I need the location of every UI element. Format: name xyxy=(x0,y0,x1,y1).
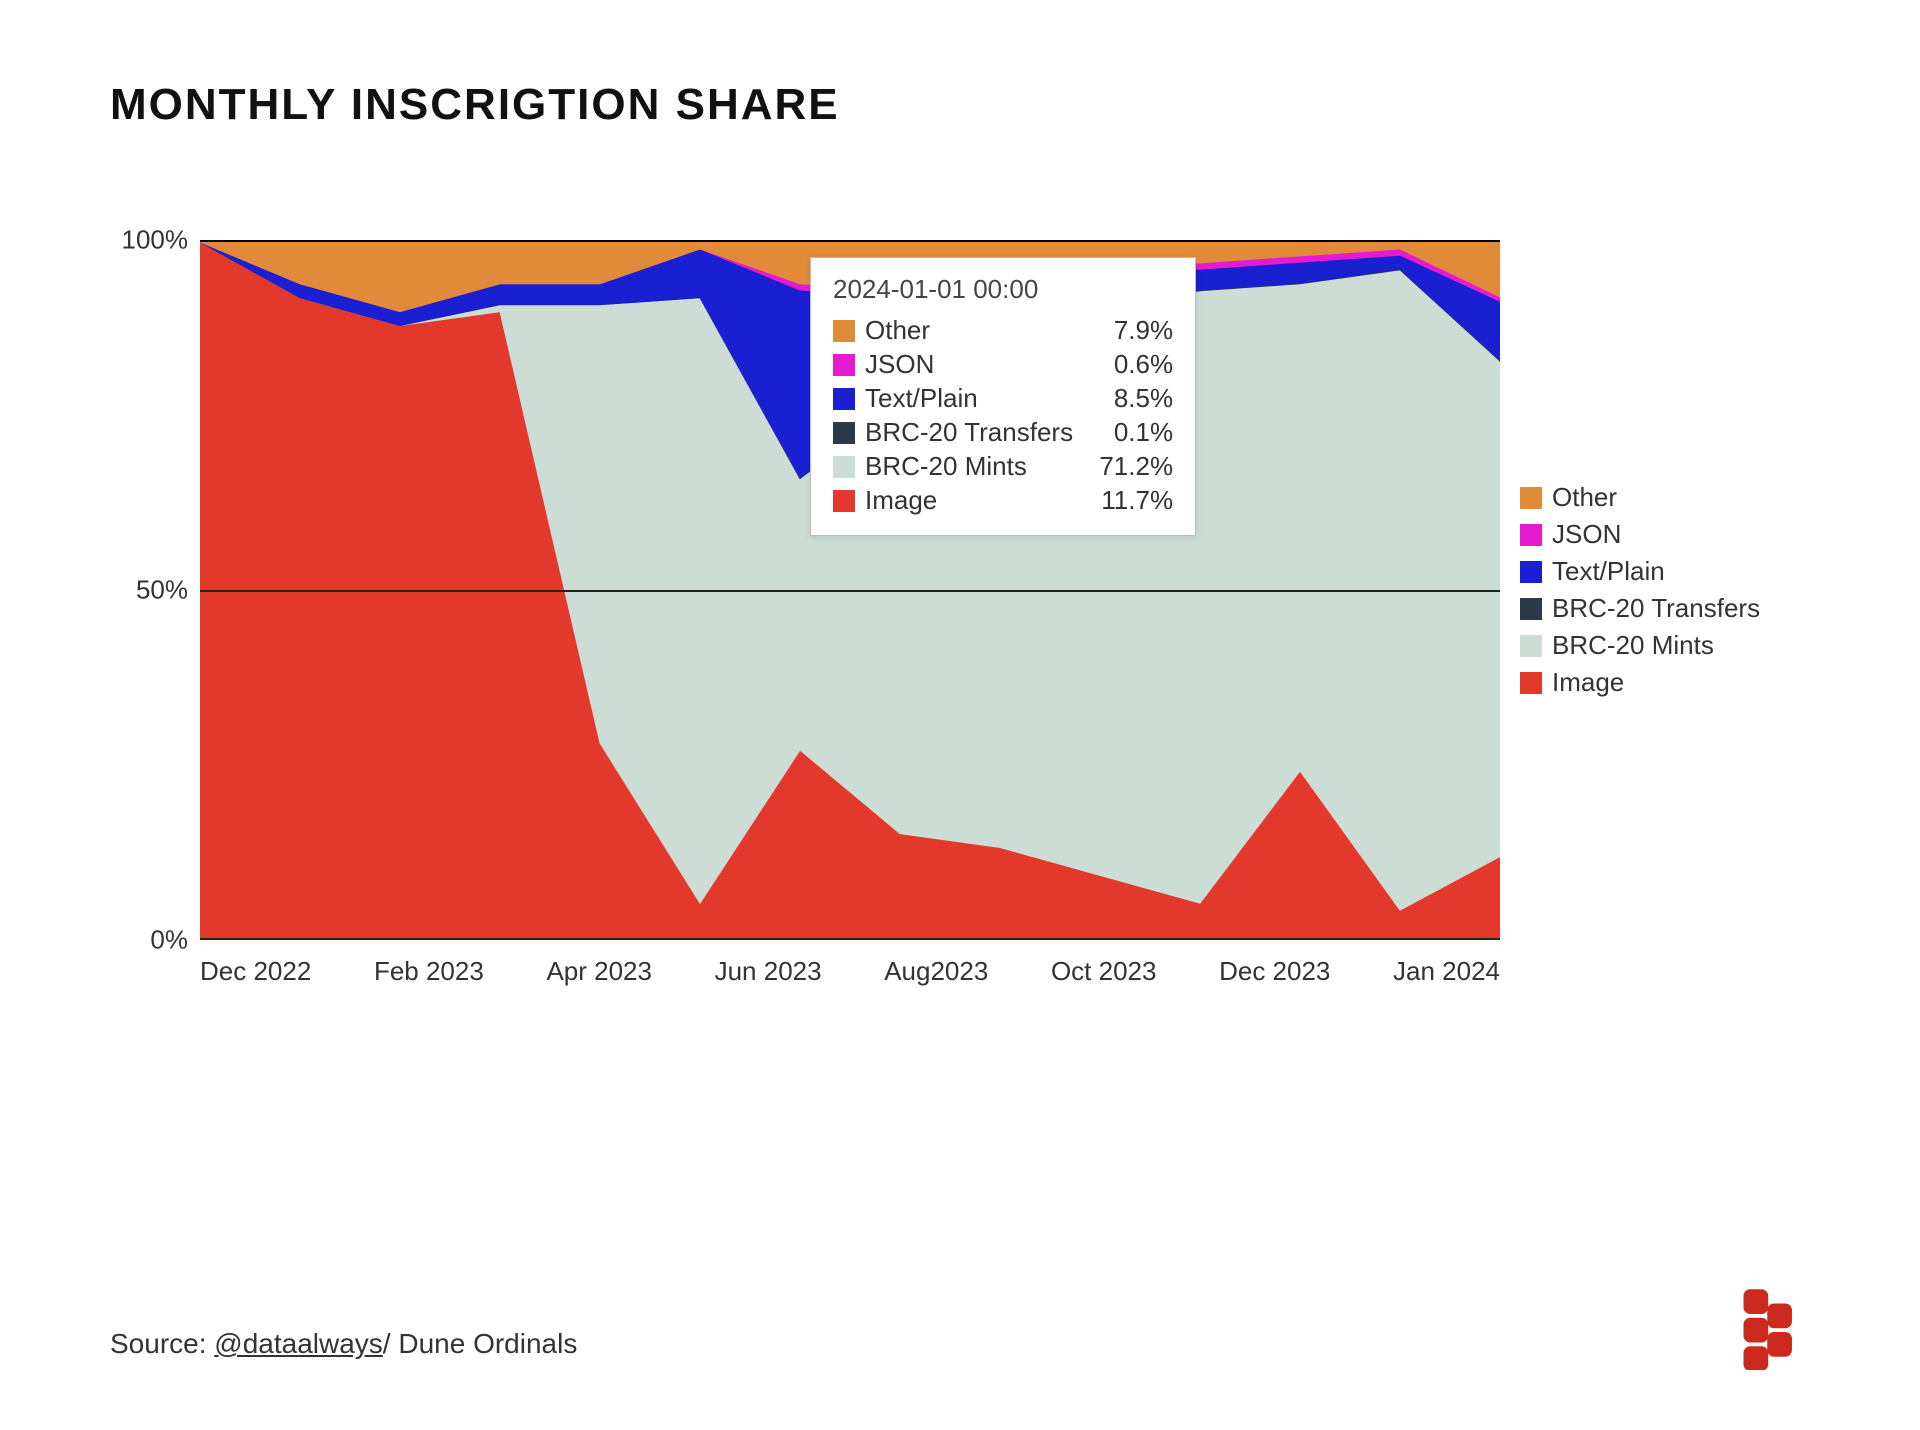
y-axis-labels: 0%50%100% xyxy=(110,240,200,940)
tooltip-label: BRC-20 Transfers xyxy=(865,417,1073,448)
legend-swatch xyxy=(1520,487,1542,509)
legend: Other JSON Text/Plain BRC-20 Transfers BRC-2… xyxy=(1500,240,1780,940)
tooltip-swatch xyxy=(833,320,855,342)
y-tick-label: 0% xyxy=(150,925,188,956)
x-tick-label: Apr 2023 xyxy=(546,956,652,987)
source-prefix: Source: xyxy=(110,1328,214,1359)
legend-swatch xyxy=(1520,672,1542,694)
legend-label: BRC-20 Transfers xyxy=(1552,593,1760,624)
tooltip-row: Other 7.9% xyxy=(833,315,1173,346)
legend-swatch xyxy=(1520,561,1542,583)
legend-label: Other xyxy=(1552,482,1617,513)
x-tick-label: Aug2023 xyxy=(884,956,988,987)
legend-label: Text/Plain xyxy=(1552,556,1665,587)
x-tick-label: Jan 2024 xyxy=(1393,956,1500,987)
tooltip-swatch xyxy=(833,354,855,376)
y-tick-label: 100% xyxy=(122,225,189,256)
legend-label: BRC-20 Mints xyxy=(1552,630,1714,661)
source-attribution: Source: @dataalways/ Dune Ordinals xyxy=(110,1328,577,1360)
legend-item-brc_xfer: BRC-20 Transfers xyxy=(1520,593,1780,624)
chart-container: MONTHLY INSCRIGTION SHARE 0%50%100% 2024… xyxy=(0,0,1920,1430)
source-suffix: / Dune Ordinals xyxy=(383,1328,578,1359)
x-tick-label: Dec 2023 xyxy=(1219,956,1330,987)
logo-icon xyxy=(1715,1275,1810,1375)
tooltip-value: 7.9% xyxy=(1093,315,1173,346)
tooltip-swatch xyxy=(833,456,855,478)
tooltip-row: BRC-20 Mints 71.2% xyxy=(833,451,1173,482)
tooltip-row: Text/Plain 8.5% xyxy=(833,383,1173,414)
tooltip-swatch xyxy=(833,490,855,512)
tooltip-row: Image 11.7% xyxy=(833,485,1173,516)
legend-swatch xyxy=(1520,598,1542,620)
legend-item-other: Other xyxy=(1520,482,1780,513)
x-tick-label: Jun 2023 xyxy=(715,956,822,987)
tooltip-label: Text/Plain xyxy=(865,383,1073,414)
legend-label: Image xyxy=(1552,667,1624,698)
tooltip-value: 71.2% xyxy=(1093,451,1173,482)
tooltip-label: Other xyxy=(865,315,1073,346)
tooltip-swatch xyxy=(833,422,855,444)
legend-item-brc_mints: BRC-20 Mints xyxy=(1520,630,1780,661)
tooltip-timestamp: 2024-01-01 00:00 xyxy=(833,274,1173,305)
tooltip: 2024-01-01 00:00 Other7.9%JSON0.6%Text/P… xyxy=(810,257,1196,536)
x-tick-label: Oct 2023 xyxy=(1051,956,1157,987)
tooltip-value: 0.1% xyxy=(1093,417,1173,448)
tooltip-value: 11.7% xyxy=(1093,485,1173,516)
tooltip-value: 0.6% xyxy=(1093,349,1173,380)
x-tick-label: Feb 2023 xyxy=(374,956,484,987)
gridline-50pct xyxy=(200,590,1500,592)
legend-swatch xyxy=(1520,635,1542,657)
tooltip-label: JSON xyxy=(865,349,1073,380)
legend-item-text: Text/Plain xyxy=(1520,556,1780,587)
tooltip-label: Image xyxy=(865,485,1073,516)
legend-label: JSON xyxy=(1552,519,1621,550)
tooltip-row: JSON 0.6% xyxy=(833,349,1173,380)
legend-item-image: Image xyxy=(1520,667,1780,698)
y-tick-label: 50% xyxy=(136,575,188,606)
legend-item-json: JSON xyxy=(1520,519,1780,550)
chart-title: MONTHLY INSCRIGTION SHARE xyxy=(110,80,1810,130)
tooltip-row: BRC-20 Transfers 0.1% xyxy=(833,417,1173,448)
x-tick-label: Dec 2022 xyxy=(200,956,311,987)
plot-area: 2024-01-01 00:00 Other7.9%JSON0.6%Text/P… xyxy=(200,240,1500,940)
legend-swatch xyxy=(1520,524,1542,546)
tooltip-label: BRC-20 Mints xyxy=(865,451,1073,482)
chart-wrap: 0%50%100% 2024-01-01 00:00 Other7.9%JSON… xyxy=(110,240,1810,940)
x-axis-labels: Dec 2022 Feb 2023 Apr 2023 Jun 2023 Aug2023 O… xyxy=(200,956,1500,987)
tooltip-value: 8.5% xyxy=(1093,383,1173,414)
source-link[interactable]: @dataalways xyxy=(214,1328,383,1359)
tooltip-swatch xyxy=(833,388,855,410)
